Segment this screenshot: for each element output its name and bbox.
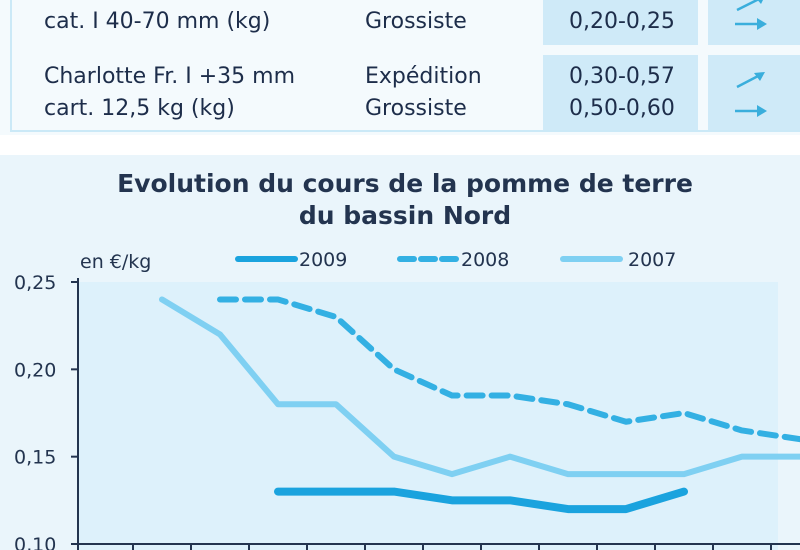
price-column-band bbox=[543, 0, 698, 130]
row-separator bbox=[10, 45, 800, 55]
price-range-line2: 0,20-0,25 bbox=[569, 9, 675, 34]
trend-up-icon bbox=[736, 0, 763, 12]
series-line-2008 bbox=[217, 296, 800, 443]
chart-title-line1: Evolution du cours de la pomme de terre bbox=[117, 169, 693, 198]
price-range-line2: 0,50-0,60 bbox=[569, 96, 675, 121]
y-axis-unit-label: en €/kg bbox=[80, 251, 151, 273]
product-name-line1: Charlotte Fr. I +35 mm bbox=[44, 64, 296, 89]
price-table: cat. I 40-70 mm (kg) Grossiste 0,20-0,25… bbox=[0, 0, 800, 135]
market-stage-line1: Expédition bbox=[365, 64, 482, 89]
axes: 0,25 0,20 0,15 0,10 bbox=[14, 272, 800, 550]
trend-stable-icon bbox=[735, 105, 767, 117]
price-range-line1: 0,30-0,57 bbox=[569, 64, 675, 89]
y-tick-label: 0,15 bbox=[14, 447, 56, 469]
market-stage-line2: Grossiste bbox=[365, 96, 467, 121]
series-line-2007 bbox=[159, 296, 800, 478]
series-line-2009 bbox=[274, 487, 688, 514]
trend-up-icon bbox=[736, 72, 765, 89]
table-bottom-border bbox=[10, 130, 800, 132]
trend-stable-icon bbox=[735, 18, 767, 30]
trend-column-band bbox=[708, 0, 800, 130]
legend: 2009 2008 2007 bbox=[235, 249, 676, 271]
table-left-border bbox=[10, 0, 12, 132]
chart-title: Evolution du cours de la pomme de terre … bbox=[0, 168, 800, 232]
y-tick-label: 0,20 bbox=[14, 359, 56, 381]
product-name-line2: cart. 12,5 kg (kg) bbox=[44, 96, 235, 121]
legend-item-2008: 2008 bbox=[397, 249, 509, 271]
legend-label-2009: 2009 bbox=[299, 249, 347, 271]
legend-label-2007: 2007 bbox=[628, 249, 676, 271]
legend-item-2007: 2007 bbox=[560, 249, 676, 271]
market-stage-line2: Grossiste bbox=[365, 9, 467, 34]
product-name-line2: cat. I 40-70 mm (kg) bbox=[44, 9, 271, 34]
chart-title-line2: du bassin Nord bbox=[298, 201, 512, 230]
y-tick-label: 0,10 bbox=[14, 534, 56, 550]
legend-label-2008: 2008 bbox=[461, 249, 509, 271]
legend-item-2009: 2009 bbox=[235, 249, 347, 271]
y-tick-label: 0,25 bbox=[14, 272, 56, 294]
series-layer bbox=[159, 296, 800, 514]
